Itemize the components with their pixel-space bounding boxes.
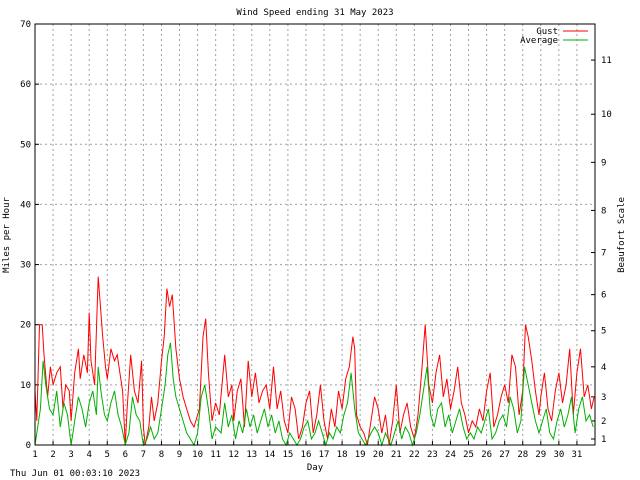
x-tick-label: 16	[301, 450, 312, 460]
x-tick-label: 24	[445, 450, 456, 460]
beaufort-tick-label: 11	[601, 56, 612, 66]
x-tick-label: 17	[319, 450, 330, 460]
beaufort-tick-label: 7	[601, 249, 606, 259]
x-tick-label: 9	[177, 450, 182, 460]
y-tick-label: 0	[26, 441, 31, 451]
x-tick-label: 11	[210, 450, 221, 460]
x-tick-label: 20	[373, 450, 384, 460]
series-line-gust	[34, 276, 595, 446]
y-tick-label: 70	[20, 20, 31, 30]
x-tick-label: 23	[427, 450, 438, 460]
x-tick-label: 19	[355, 450, 366, 460]
x-tick-label: 31	[572, 450, 583, 460]
x-tick-label: 22	[409, 450, 420, 460]
grid	[35, 24, 595, 445]
x-tick-label: 4	[86, 450, 91, 460]
plot-frame	[34, 23, 596, 446]
x-tick-label: 14	[264, 450, 275, 460]
x-tick-label: 3	[68, 450, 73, 460]
series-line-average	[34, 342, 594, 447]
x-tick-label: 30	[553, 450, 564, 460]
x-tick-label: 12	[228, 450, 239, 460]
x-tick-label: 21	[391, 450, 402, 460]
x-tick-label: 28	[517, 450, 528, 460]
x-tick-label: 27	[499, 450, 510, 460]
series-group	[34, 276, 595, 447]
x-tick-label: 26	[481, 450, 492, 460]
y-tick-label: 40	[20, 200, 31, 210]
beaufort-tick-label: 5	[601, 327, 606, 337]
beaufort-tick-label: 9	[601, 158, 606, 168]
x-tick-label: 10	[192, 450, 203, 460]
x-tick-label: 13	[246, 450, 257, 460]
beaufort-tick-label: 4	[601, 363, 606, 373]
x-tick-label: 8	[159, 450, 164, 460]
beaufort-tick-label: 6	[601, 291, 606, 301]
y-tick-label: 10	[20, 381, 31, 391]
beaufort-tick-label: 3	[601, 393, 606, 403]
x-tick-label: 6	[123, 450, 128, 460]
legend-label-gust: Gust	[536, 27, 558, 37]
beaufort-axis-label: Beaufort Scale	[617, 197, 627, 273]
x-tick-label: 18	[337, 450, 348, 460]
y-tick-label: 60	[20, 80, 31, 90]
x-axis-label: Day	[307, 463, 324, 473]
x-tick-label: 7	[141, 450, 146, 460]
beaufort-tick-label: 8	[601, 206, 606, 216]
beaufort-tick-label: 10	[601, 110, 612, 120]
x-tick-label: 29	[535, 450, 546, 460]
x-tick-label: 25	[463, 450, 474, 460]
timestamp: Thu Jun 01 00:03:10 2023	[10, 469, 141, 479]
y-tick-label: 50	[20, 140, 31, 150]
x-tick-label: 15	[282, 450, 293, 460]
x-tick-label: 1	[32, 450, 37, 460]
legend-label-average: Average	[520, 36, 558, 46]
beaufort-tick-label: 1	[601, 435, 606, 445]
y-tick-label: 30	[20, 261, 31, 271]
y-axis-label: Miles per Hour	[2, 196, 12, 272]
chart-title: Wind Speed ending 31 May 2023	[236, 8, 393, 18]
x-tick-label: 2	[50, 450, 55, 460]
x-tick-label: 5	[105, 450, 110, 460]
beaufort-tick-label: 2	[601, 417, 606, 427]
y-tick-label: 20	[20, 321, 31, 331]
